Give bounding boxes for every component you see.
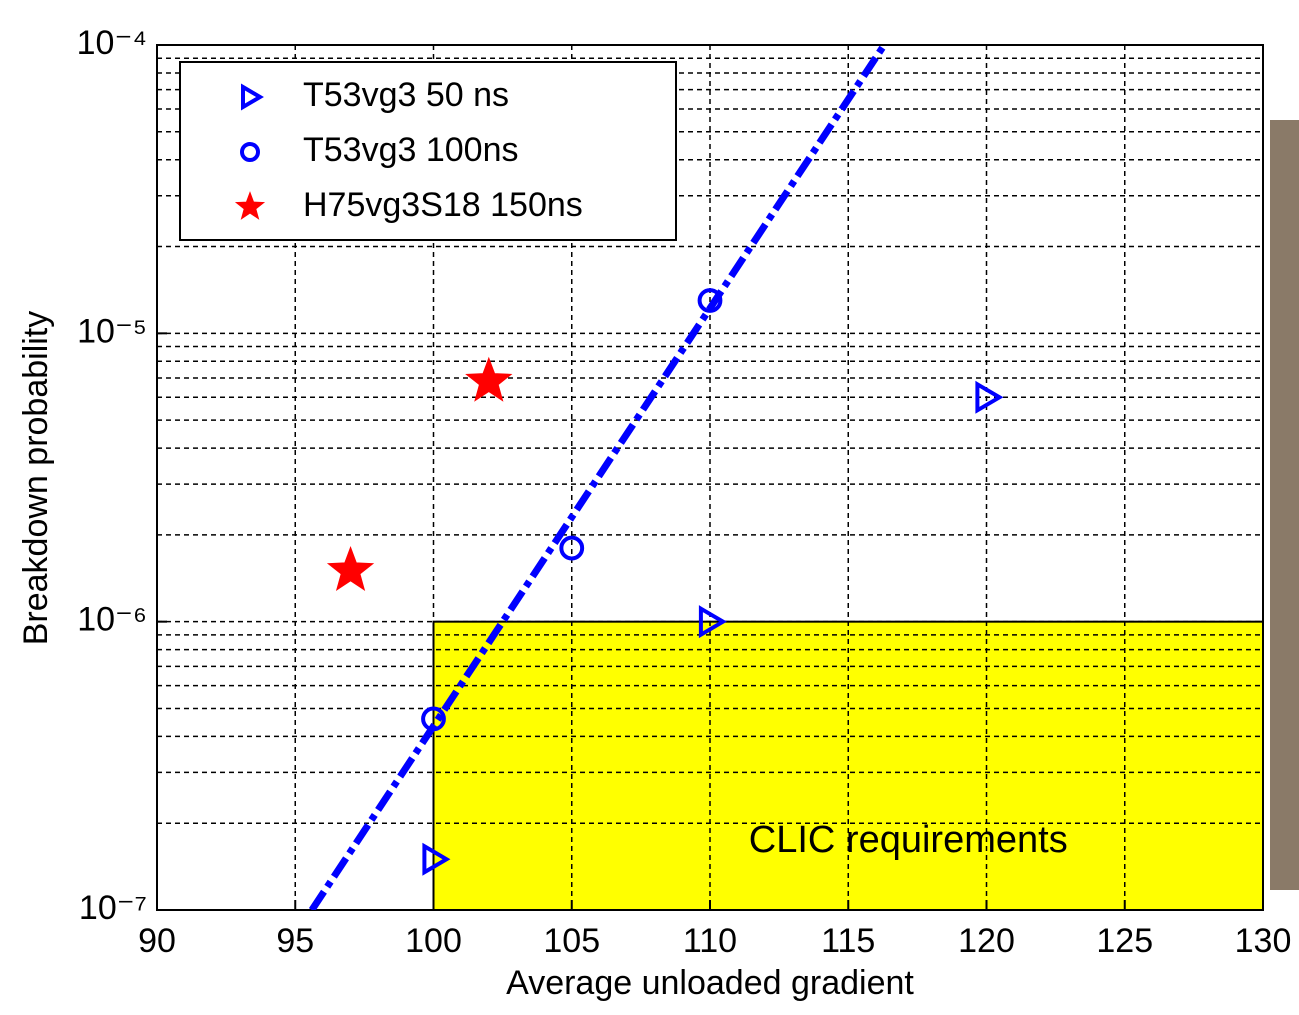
x-tick-label: 115 [821,922,875,960]
x-tick-label: 90 [138,922,176,960]
y-tick-label: 10⁻⁵ [77,312,147,350]
star-marker [465,356,513,402]
star-marker [326,546,375,592]
star-marker [234,191,266,220]
x-tick-label: 95 [276,922,314,960]
triangle-marker [241,83,264,111]
x-tick-label: 110 [683,922,737,960]
circle-marker [421,706,446,732]
x-tick-label: 130 [1235,922,1292,960]
y-tick-label: 10⁻⁴ [77,24,147,62]
triangle-marker [975,380,1004,414]
background-photo [1270,120,1299,890]
y-axis-label: Breakdown probability [17,311,55,646]
legend-label: T53vg3 50 ns [303,76,509,114]
x-tick-label: 105 [543,922,600,960]
legend-label: T53vg3 100ns [303,131,519,169]
triangle-marker [422,842,451,876]
y-tick-label: 10⁻⁶ [77,601,147,639]
plot-frame [156,44,1264,911]
x-tick-label: 120 [958,922,1015,960]
y-tick-label: 10⁻⁷ [79,889,147,927]
legend-box [179,61,677,241]
x-tick-label: 125 [1096,922,1153,960]
triangle-marker [698,605,727,639]
circle-marker [240,142,260,162]
region-label: CLIC requirements [749,819,1068,861]
x-axis-label: Average unloaded gradient [506,964,914,1002]
circle-marker [559,535,585,561]
circle-marker [697,288,723,313]
x-tick-label: 100 [405,922,462,960]
fit-line [308,45,888,910]
legend-label: H75vg3S18 150ns [303,186,583,224]
